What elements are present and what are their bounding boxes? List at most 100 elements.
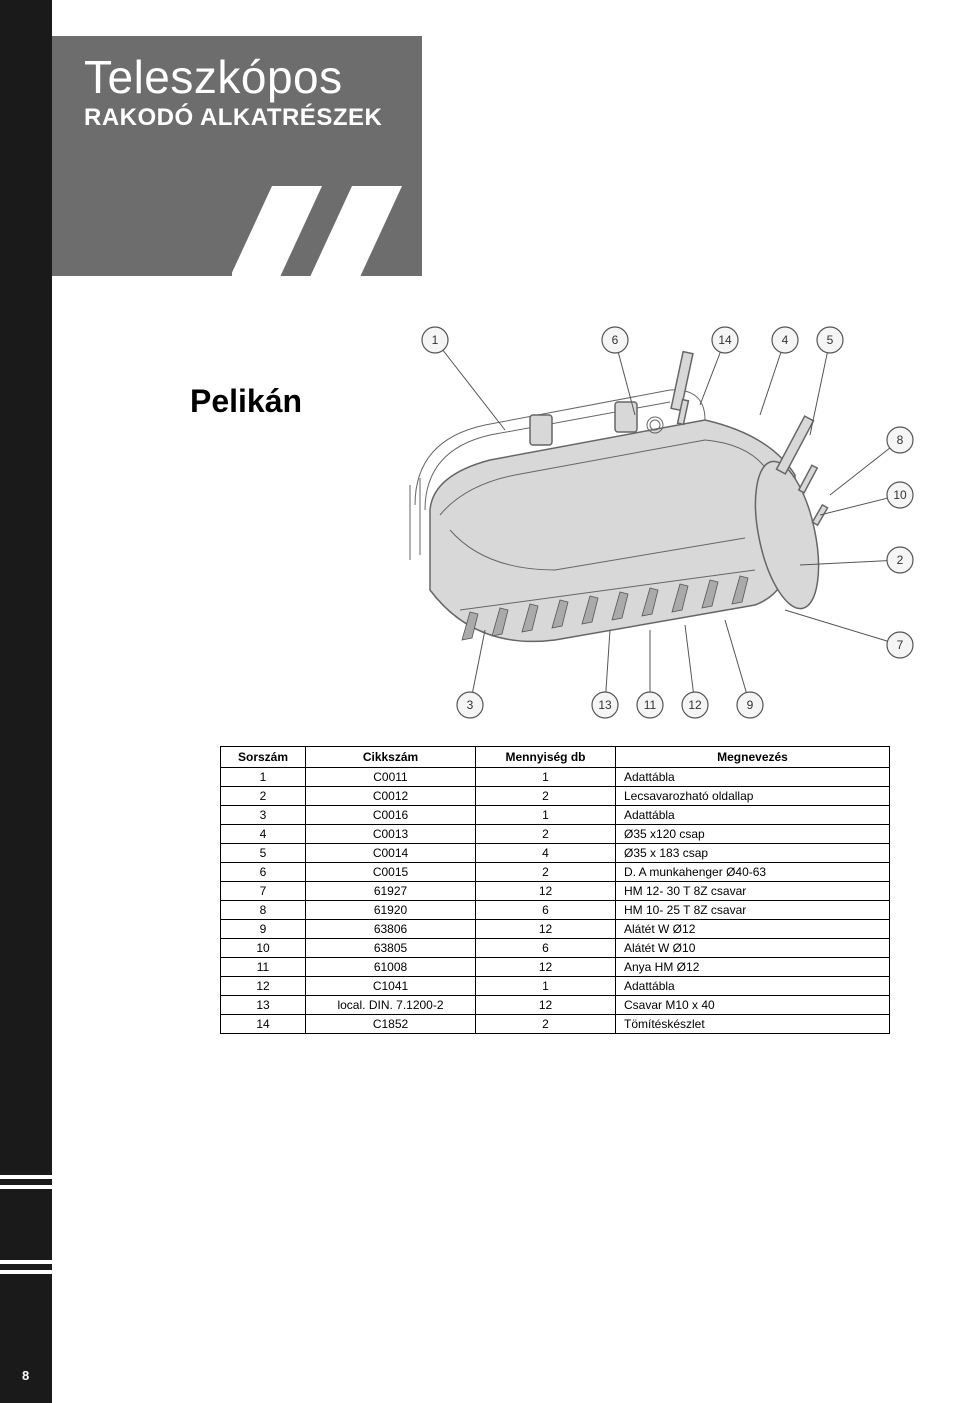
table-cell: Tömítéskészlet	[616, 1015, 890, 1034]
table-cell: local. DIN. 7.1200-2	[306, 996, 476, 1015]
table-row: 14C18522Tömítéskészlet	[221, 1015, 890, 1034]
table-cell: 6	[476, 939, 616, 958]
table-cell: 2	[476, 863, 616, 882]
table-cell: 2	[476, 1015, 616, 1034]
parts-table: Sorszám Cikkszám Mennyiség db Megnevezés…	[220, 746, 890, 1034]
table-cell: 2	[476, 787, 616, 806]
table-cell: Alátét W Ø12	[616, 920, 890, 939]
table-cell: 11	[221, 958, 306, 977]
table-cell: 2	[221, 787, 306, 806]
table-row: 12C10411Adattábla	[221, 977, 890, 996]
table-cell: Ø35 x120 csap	[616, 825, 890, 844]
callout-number: 6	[612, 333, 619, 347]
table-row: 5C00144Ø35 x 183 csap	[221, 844, 890, 863]
table-cell: Ø35 x 183 csap	[616, 844, 890, 863]
table-cell: C0016	[306, 806, 476, 825]
table-cell: 1	[476, 806, 616, 825]
table-cell: 5	[221, 844, 306, 863]
table-cell: 13	[221, 996, 306, 1015]
table-cell: C0014	[306, 844, 476, 863]
col-mennyiseg: Mennyiség db	[476, 747, 616, 768]
table-cell: C1041	[306, 977, 476, 996]
table-cell: 1	[476, 768, 616, 787]
callout-leader	[810, 340, 830, 435]
page-header: Teleszkópos RAKODÓ ALKATRÉSZEK	[52, 36, 422, 276]
callout-number: 13	[598, 698, 612, 712]
table-cell: 6	[476, 901, 616, 920]
table-cell: 61920	[306, 901, 476, 920]
table-row: 10638056Alátét W Ø10	[221, 939, 890, 958]
table-cell: HM 12- 30 T 8Z csavar	[616, 882, 890, 901]
table-row: 116100812Anya HM Ø12	[221, 958, 890, 977]
callout-number: 11	[644, 698, 657, 712]
header-title: Teleszkópos	[52, 36, 422, 104]
table-row: 8619206HM 10- 25 T 8Z csavar	[221, 901, 890, 920]
table-row: 13local. DIN. 7.1200-212Csavar M10 x 40	[221, 996, 890, 1015]
col-sorszam: Sorszám	[221, 747, 306, 768]
table-cell: C0013	[306, 825, 476, 844]
table-cell: 12	[476, 996, 616, 1015]
col-cikkszam: Cikkszám	[306, 747, 476, 768]
sidebar-gap	[0, 1270, 52, 1274]
table-cell: Csavar M10 x 40	[616, 996, 890, 1015]
table-cell: 12	[221, 977, 306, 996]
table-cell: 12	[476, 920, 616, 939]
sidebar	[0, 0, 52, 1403]
callout-number: 3	[467, 698, 474, 712]
table-cell: 2	[476, 825, 616, 844]
callout-number: 1	[432, 333, 439, 347]
hydraulic-cylinder-1	[647, 352, 693, 433]
table-cell: 9	[221, 920, 306, 939]
table-cell: 61008	[306, 958, 476, 977]
table-cell: Lecsavarozható oldallap	[616, 787, 890, 806]
table-cell: 12	[476, 958, 616, 977]
table-cell: 63806	[306, 920, 476, 939]
header-subtitle: RAKODÓ ALKATRÉSZEK	[52, 104, 422, 132]
section-title: Pelikán	[190, 383, 302, 420]
table-cell: 4	[221, 825, 306, 844]
parts-table-container: Sorszám Cikkszám Mennyiség db Megnevezés…	[220, 746, 890, 1034]
table-cell: 7	[221, 882, 306, 901]
callout-number: 14	[718, 333, 732, 347]
callout-leader	[785, 610, 900, 645]
table-cell: 61927	[306, 882, 476, 901]
exploded-diagram: 1 6 14 4 5 8 10 2 7 3 13 11 12 9	[355, 310, 915, 720]
table-cell: 1	[221, 768, 306, 787]
callout-number: 12	[688, 698, 702, 712]
table-cell: 63805	[306, 939, 476, 958]
table-cell: 4	[476, 844, 616, 863]
table-cell: Adattábla	[616, 977, 890, 996]
table-cell: 6	[221, 863, 306, 882]
slash-graphic	[232, 186, 432, 316]
callout-number: 5	[827, 333, 834, 347]
table-cell: 3	[221, 806, 306, 825]
callout-number: 8	[897, 433, 904, 447]
table-row: 6C00152D. A munkahenger Ø40-63	[221, 863, 890, 882]
table-header-row: Sorszám Cikkszám Mennyiség db Megnevezés	[221, 747, 890, 768]
table-cell: 8	[221, 901, 306, 920]
callout-leader	[435, 340, 505, 430]
table-row: 1C00111Adattábla	[221, 768, 890, 787]
callout-number: 2	[897, 553, 904, 567]
table-cell: D. A munkahenger Ø40-63	[616, 863, 890, 882]
table-cell: HM 10- 25 T 8Z csavar	[616, 901, 890, 920]
table-cell: C1852	[306, 1015, 476, 1034]
callout-number: 4	[782, 333, 789, 347]
table-row: 96380612Alátét W Ø12	[221, 920, 890, 939]
table-cell: Adattábla	[616, 806, 890, 825]
callout-number: 10	[893, 488, 907, 502]
page-number: 8	[22, 1368, 29, 1383]
table-cell: C0012	[306, 787, 476, 806]
callout-number: 7	[897, 638, 904, 652]
col-megnevezes: Megnevezés	[616, 747, 890, 768]
sidebar-gap	[0, 1175, 52, 1179]
table-cell: Anya HM Ø12	[616, 958, 890, 977]
table-cell: C0015	[306, 863, 476, 882]
table-cell: 12	[476, 882, 616, 901]
table-cell: 10	[221, 939, 306, 958]
sidebar-gap	[0, 1260, 52, 1264]
table-cell: 14	[221, 1015, 306, 1034]
table-cell: C0011	[306, 768, 476, 787]
callout-number: 9	[747, 698, 754, 712]
table-cell: Adattábla	[616, 768, 890, 787]
